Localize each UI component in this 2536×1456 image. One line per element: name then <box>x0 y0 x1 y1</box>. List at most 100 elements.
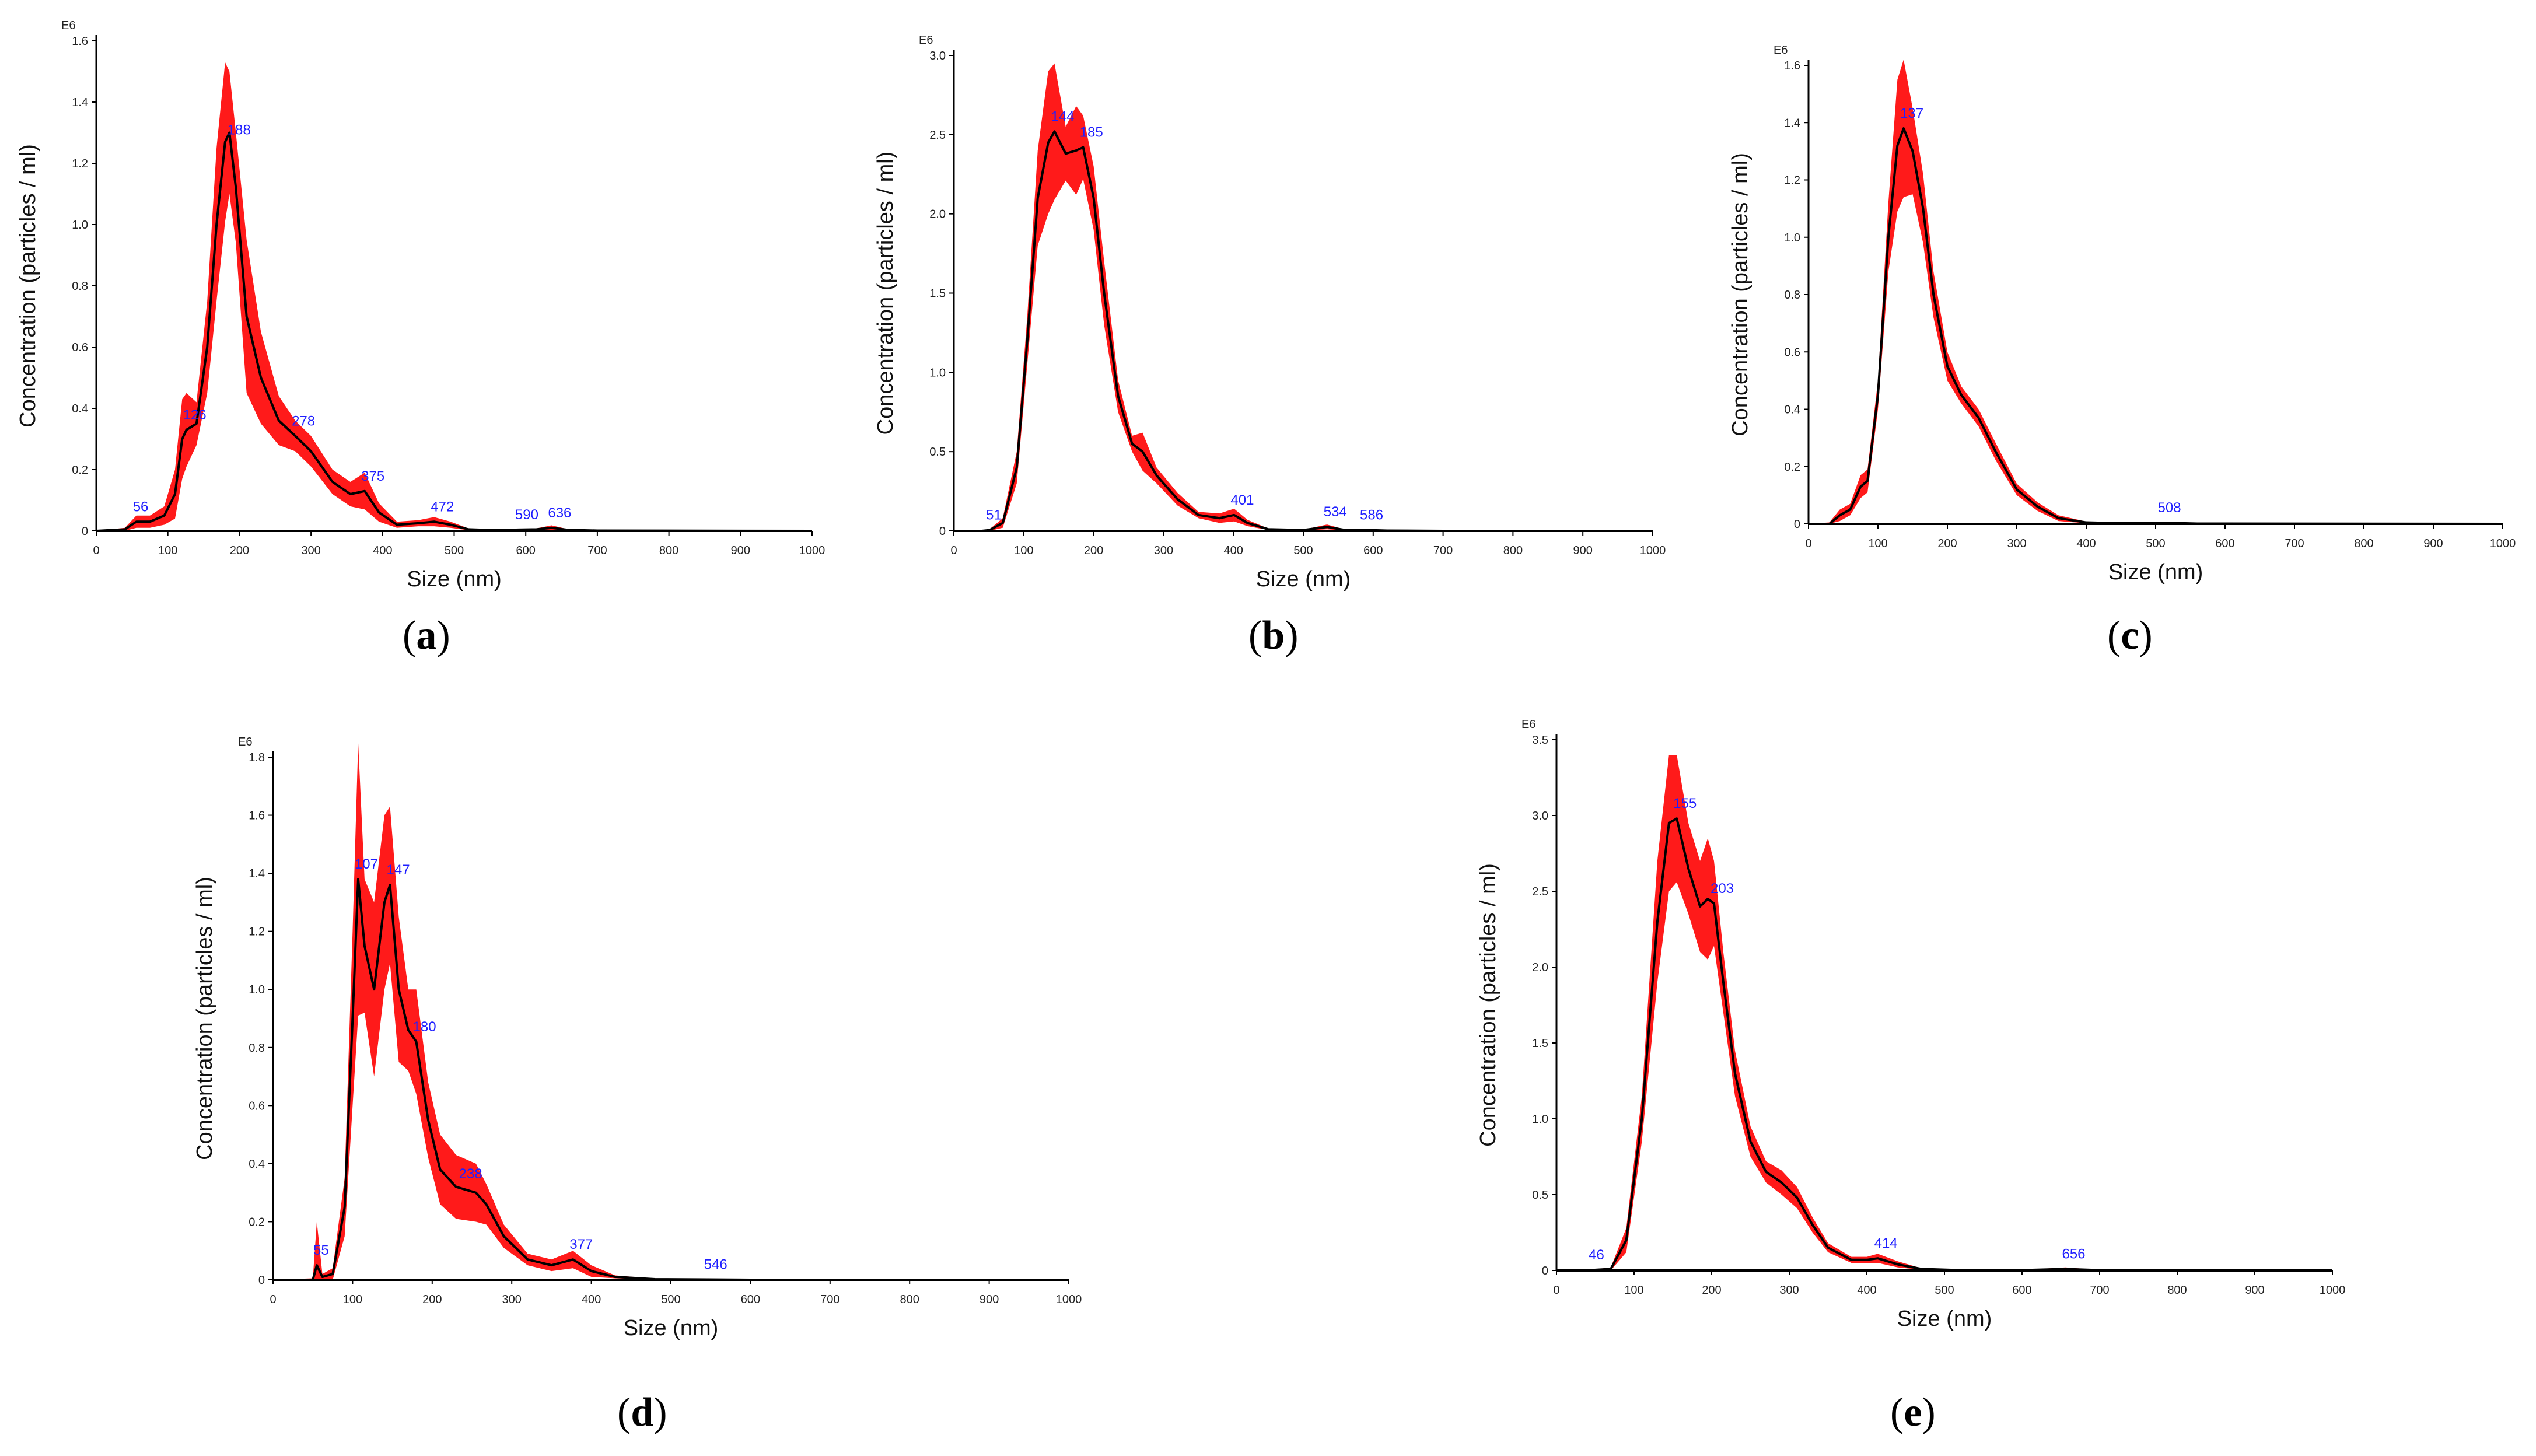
peak-label: 126 <box>183 407 207 423</box>
x-tick-label: 600 <box>1363 544 1383 557</box>
axis-multiplier: E6 <box>919 34 933 47</box>
y-tick-label: 0 <box>82 525 88 538</box>
axis-multiplier: E6 <box>238 736 252 748</box>
x-tick-label: 500 <box>1293 544 1313 557</box>
peak-label: 472 <box>431 499 454 514</box>
axis-multiplier: E6 <box>61 19 75 32</box>
y-tick-label: 0.8 <box>72 280 88 293</box>
x-tick-label: 200 <box>1937 537 1957 550</box>
x-tick-label: 400 <box>1224 544 1243 557</box>
x-tick-label: 300 <box>1154 544 1173 557</box>
caption-d: (d) <box>617 1390 667 1435</box>
x-tick-label: 400 <box>1857 1284 1876 1297</box>
mean-line-a <box>96 131 813 532</box>
x-tick-label: 200 <box>422 1293 442 1306</box>
x-tick-label: 0 <box>950 544 957 557</box>
peak-label: 278 <box>292 413 315 429</box>
y-axis-title: Concentration (particles / ml) <box>873 152 898 435</box>
x-axis-title: Size (nm) <box>1256 567 1351 592</box>
y-axis-title: Concentration (particles / ml) <box>1728 153 1753 436</box>
x-tick-label: 700 <box>820 1293 839 1306</box>
y-tick-label: 1.5 <box>929 288 946 300</box>
peak-label: 185 <box>1080 125 1103 141</box>
x-tick-label: 500 <box>445 544 464 557</box>
x-tick-label: 1000 <box>2320 1284 2346 1297</box>
x-tick-label: 1000 <box>2490 537 2516 550</box>
chart-panel-d: 0 100 200 300 400 500 600 700 800 900 1000 0 0.2 0.4 0… <box>193 736 1082 1340</box>
peak-label: 534 <box>1324 504 1347 520</box>
x-axis-title: Size (nm) <box>2108 560 2203 584</box>
peak-label: 137 <box>1900 106 1923 121</box>
peak-label: 203 <box>1711 881 1734 897</box>
y-tick-label: 0.4 <box>1784 404 1800 416</box>
y-tick-label: 0.2 <box>1784 461 1800 474</box>
axis-multiplier: E6 <box>1774 44 1788 57</box>
y-tick-label: 3.0 <box>1532 810 1548 822</box>
x-axis-title: Size (nm) <box>1897 1307 1992 1331</box>
x-tick-label: 400 <box>2076 537 2096 550</box>
y-tick-label: 0.6 <box>249 1100 265 1112</box>
caption-c: (c) <box>2107 613 2153 658</box>
y-tick-label: 1.6 <box>72 35 88 48</box>
x-tick-label: 100 <box>1014 544 1033 557</box>
caption-e: (e) <box>1890 1390 1936 1435</box>
peak-label: 147 <box>387 862 410 878</box>
peak-label: 188 <box>228 123 251 138</box>
x-tick-label: 600 <box>741 1293 760 1306</box>
chart-panel-c: 0 100 200 300 400 500 600 700 800 900 1000 0 0.2 0.4 0… <box>1728 44 2516 584</box>
x-tick-label: 900 <box>731 544 750 557</box>
y-tick-label: 0.8 <box>1784 289 1800 302</box>
y-tick-label: 0.2 <box>72 464 88 477</box>
y-tick-label: 1.0 <box>72 219 88 232</box>
y-tick-label: 1.0 <box>929 366 946 379</box>
y-tick-label: 1.0 <box>1532 1113 1548 1126</box>
error-band-a <box>96 62 812 531</box>
peak-label: 590 <box>515 507 538 523</box>
x-axis-title: Size (nm) <box>407 567 502 592</box>
y-tick-label: 1.2 <box>72 158 88 170</box>
x-tick-label: 300 <box>2007 537 2026 550</box>
x-tick-label: 500 <box>2146 537 2165 550</box>
x-tick-label: 0 <box>270 1293 276 1306</box>
x-tick-label: 600 <box>2215 537 2234 550</box>
x-tick-label: 600 <box>2012 1284 2031 1297</box>
x-tick-label: 800 <box>2167 1284 2187 1297</box>
y-tick-label: 0.4 <box>249 1158 265 1171</box>
error-band-c <box>1809 60 2503 524</box>
y-tick-label: 1.6 <box>249 810 265 822</box>
error-band-e <box>1556 755 2332 1270</box>
x-tick-label: 900 <box>2423 537 2443 550</box>
mean-line-b <box>954 130 1653 532</box>
caption-a: (a) <box>403 613 450 658</box>
peak-label: 414 <box>1874 1236 1898 1251</box>
mean-line-c <box>1809 127 2503 525</box>
chart-panel-e: 0 100 200 300 400 500 600 700 800 900 1000 0 0.5 1.0 1… <box>1476 718 2345 1331</box>
x-tick-label: 800 <box>900 1293 919 1306</box>
y-tick-label: 1.4 <box>1784 117 1800 130</box>
x-tick-label: 600 <box>516 544 536 557</box>
peak-label: 586 <box>1360 507 1383 523</box>
y-tick-label: 0.6 <box>1784 346 1800 359</box>
peak-label: 46 <box>1589 1247 1604 1263</box>
peak-label: 401 <box>1230 492 1254 508</box>
y-tick-label: 3.0 <box>929 50 946 62</box>
x-tick-label: 100 <box>1624 1284 1643 1297</box>
x-tick-label: 1000 <box>1056 1293 1082 1306</box>
y-axis-title: Concentration (particles / ml) <box>193 877 217 1160</box>
mean-line-d <box>273 878 1069 1281</box>
x-tick-label: 500 <box>661 1293 680 1306</box>
y-tick-label: 0.5 <box>1532 1189 1548 1202</box>
y-tick-label: 1.6 <box>1784 60 1800 72</box>
x-tick-label: 700 <box>2285 537 2304 550</box>
y-tick-label: 0 <box>1542 1265 1548 1278</box>
chart-panel-b: 0 100 200 300 400 500 600 700 800 900 1000 0 0.5 1.0 1… <box>873 34 1666 592</box>
y-tick-label: 1.4 <box>72 96 88 109</box>
x-tick-label: 900 <box>2245 1284 2264 1297</box>
chart-panel-a: 0 100 200 300 400 500 600 700 800 900 1000 0 0.2 0.4 0… <box>16 19 825 592</box>
y-tick-label: 0.5 <box>929 446 946 459</box>
peak-label: 155 <box>1673 796 1697 811</box>
peak-label: 56 <box>133 499 149 514</box>
y-tick-label: 1.0 <box>1784 232 1800 244</box>
y-tick-label: 1.4 <box>249 867 265 880</box>
